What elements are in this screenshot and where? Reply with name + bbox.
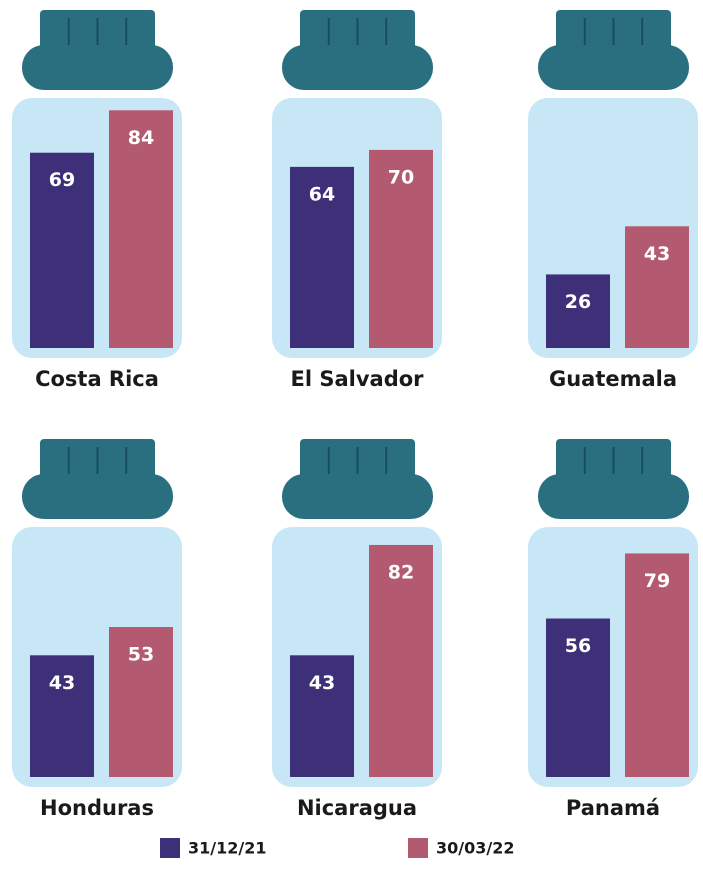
value-label: 53: [128, 644, 154, 666]
jar-lid: [22, 474, 173, 519]
value-label: 43: [309, 672, 335, 694]
legend-swatch: [408, 838, 428, 858]
jar-lid: [538, 45, 689, 90]
country-label: Nicaragua: [297, 796, 417, 820]
value-label: 64: [309, 183, 335, 205]
country-label: Panamá: [566, 796, 660, 820]
bar: [30, 655, 94, 777]
value-label: 43: [644, 243, 670, 265]
jar-lid: [538, 474, 689, 519]
value-label: 26: [565, 291, 591, 313]
value-label: 79: [644, 570, 670, 592]
bar: [625, 553, 689, 777]
bar: [290, 166, 354, 348]
value-label: 82: [388, 561, 414, 583]
country-label: El Salvador: [290, 367, 424, 391]
bar: [546, 618, 610, 777]
value-label: 69: [49, 169, 75, 191]
bar: [109, 110, 173, 348]
value-label: 84: [128, 127, 154, 149]
bar: [369, 544, 433, 777]
bar: [109, 627, 173, 777]
jar-lid: [282, 474, 433, 519]
legend-swatch: [160, 838, 180, 858]
bar: [290, 655, 354, 777]
country-label: Guatemala: [549, 367, 677, 391]
value-label: 56: [565, 635, 591, 657]
bar: [30, 152, 94, 348]
country-label: Costa Rica: [35, 367, 159, 391]
legend-label: 30/03/22: [436, 839, 514, 858]
bar: [625, 226, 689, 348]
country-label: Honduras: [40, 796, 154, 820]
value-label: 43: [49, 672, 75, 694]
bar: [369, 149, 433, 348]
jar-lid: [22, 45, 173, 90]
jar-lid: [282, 45, 433, 90]
legend-label: 31/12/21: [188, 839, 266, 858]
bar: [546, 274, 610, 348]
value-label: 70: [388, 166, 414, 188]
